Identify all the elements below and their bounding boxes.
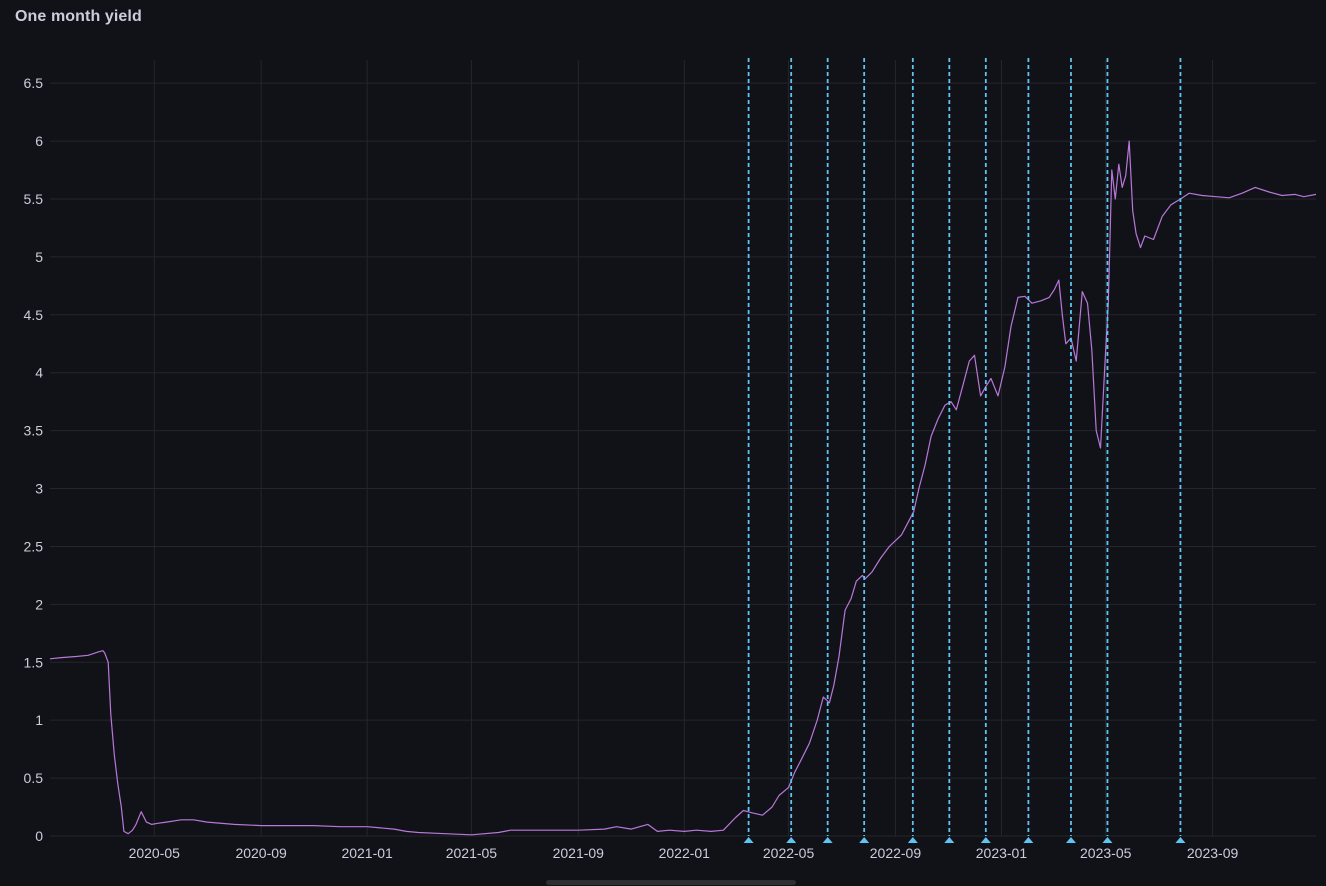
chart-grid [50, 60, 1316, 837]
x-tick-label: 2023-01 [976, 845, 1028, 861]
annotation-marker[interactable] [944, 837, 955, 843]
annotation-marker[interactable] [1102, 837, 1113, 843]
series-line [49, 140, 1317, 836]
panel-title: One month yield [15, 8, 142, 25]
x-tick-label: 2022-01 [659, 845, 711, 861]
y-tick-label: 6 [35, 133, 43, 149]
y-tick-label: 1.5 [24, 654, 44, 670]
y-tick-label: 0 [35, 828, 43, 844]
x-tick-label: 2021-01 [341, 845, 393, 861]
annotation-marker[interactable] [743, 837, 754, 843]
y-tick-label: 5.5 [24, 191, 44, 207]
annotation-marker[interactable] [1065, 837, 1076, 843]
y-tick-label: 0.5 [24, 770, 44, 786]
y-tick-label: 4.5 [24, 307, 44, 323]
x-tick-label: 2021-05 [446, 845, 498, 861]
y-tick-label: 3.5 [24, 423, 44, 439]
annotation-layer [743, 58, 1186, 843]
x-tick-label: 2022-09 [870, 845, 922, 861]
annotation-marker[interactable] [907, 837, 918, 843]
y-tick-label: 2 [35, 596, 43, 612]
y-axis: 0 0.5 1 1.5 2 2.5 3 3.5 4 4.5 5 5.5 6 6.5 [24, 75, 44, 844]
y-tick-label: 2.5 [24, 538, 44, 554]
x-tick-label: 2022-05 [763, 845, 815, 861]
y-tick-label: 4 [35, 365, 43, 381]
annotation-marker[interactable] [1023, 837, 1034, 843]
x-tick-label: 2021-09 [553, 845, 605, 861]
x-tick-label: 2023-09 [1187, 845, 1239, 861]
annotation-marker[interactable] [822, 837, 833, 843]
x-tick-label: 2020-09 [235, 845, 287, 861]
y-tick-label: 1 [35, 712, 43, 728]
horizontal-scrollbar[interactable] [546, 880, 796, 885]
annotation-marker[interactable] [786, 837, 797, 843]
y-tick-label: 6.5 [24, 75, 44, 91]
x-axis: 2020-05 2020-09 2021-01 2021-05 2021-09 2022-… [129, 845, 1239, 861]
x-tick-label: 2023-05 [1080, 845, 1132, 861]
annotation-marker[interactable] [1175, 837, 1186, 843]
annotation-marker[interactable] [859, 837, 870, 843]
y-tick-label: 5 [35, 249, 43, 265]
x-tick-label: 2020-05 [129, 845, 181, 861]
annotation-marker[interactable] [980, 837, 991, 843]
y-tick-label: 3 [35, 481, 43, 497]
series-layer [49, 140, 1317, 836]
